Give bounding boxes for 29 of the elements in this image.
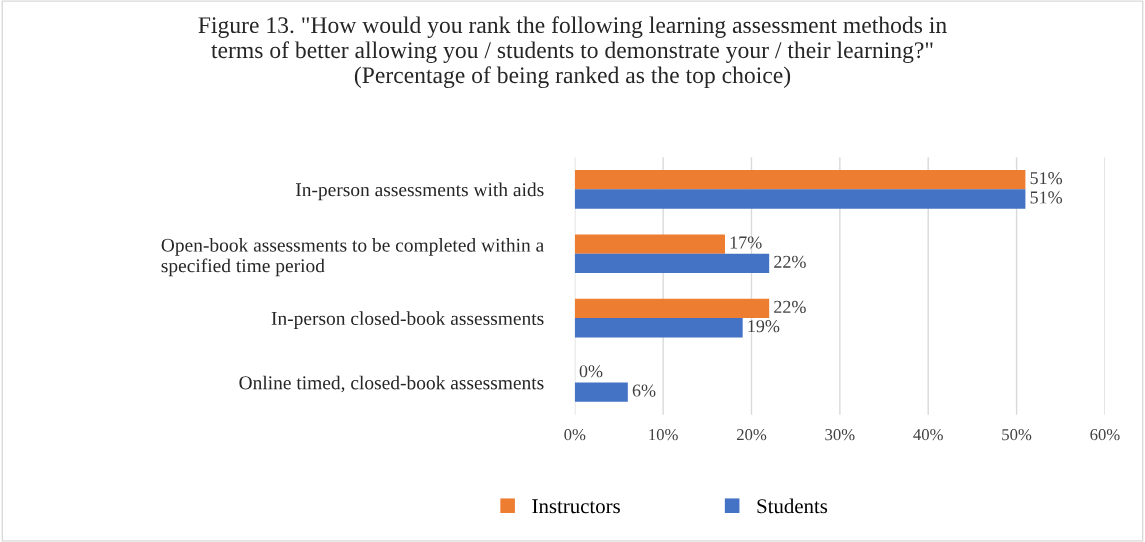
y-tick-label: In-person assessments with aids (295, 182, 544, 201)
bar (574, 234, 725, 254)
data-label: 51% (1030, 191, 1063, 204)
x-tick-label: 60% (1090, 429, 1120, 441)
data-label: 22% (774, 300, 806, 314)
data-label: 51% (1030, 172, 1063, 185)
data-label: 0% (579, 365, 603, 378)
x-tick-label: 30% (825, 429, 855, 441)
bar (574, 170, 1026, 190)
bar (574, 253, 770, 274)
y-tick-label: Open-book assessments to be completed within a specified time period (161, 238, 544, 277)
legend-label: Instructors (532, 499, 620, 514)
data-label: 17% (730, 236, 762, 249)
x-tick-label: 10% (649, 429, 678, 441)
x-tick-label: 50% (1002, 429, 1032, 441)
bar (574, 382, 628, 402)
data-label: 6% (632, 384, 656, 397)
bar (574, 298, 770, 319)
data-label: 22% (774, 255, 806, 268)
x-tick-label: 20% (736, 429, 767, 441)
legend-label: Students (757, 498, 828, 514)
y-tick-label: Online timed, closed-book assessments (239, 375, 544, 393)
data-label: 19% (748, 320, 780, 333)
chart-title: Figure 13. "How would you rank the following learning assessment methods in terms of better allowing you / students to demonstrate your / their learning?" (Percentage of being ranked as the top choice) (198, 16, 947, 89)
bar (574, 189, 1026, 209)
x-tick-label: 0% (564, 429, 586, 441)
y-tick-label: In-person closed-book assessments (271, 311, 544, 329)
x-tick-label: 40% (913, 429, 943, 441)
bar (574, 318, 743, 338)
